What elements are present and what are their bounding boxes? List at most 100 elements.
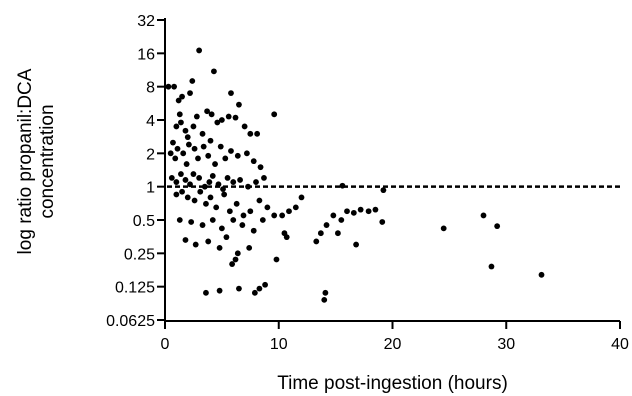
- y-tick-label: 2: [146, 146, 155, 163]
- data-point: [237, 177, 243, 183]
- data-point: [254, 130, 261, 137]
- data-point: [183, 161, 190, 167]
- data-point: [217, 143, 224, 150]
- data-point: [172, 155, 179, 162]
- data-point: [209, 173, 216, 179]
- data-point: [245, 183, 251, 190]
- data-point: [190, 123, 197, 130]
- y-tick-label: 0.125: [115, 280, 155, 297]
- data-point: [256, 285, 263, 292]
- x-tick-label: 0: [161, 336, 170, 353]
- data-point: [170, 139, 176, 146]
- data-point: [167, 150, 174, 157]
- data-point: [206, 179, 213, 185]
- data-point: [165, 83, 172, 90]
- data-point: [228, 90, 234, 96]
- data-point: [209, 217, 216, 223]
- data-point: [211, 68, 217, 75]
- data-point: [179, 188, 185, 195]
- data-point: [488, 263, 495, 270]
- data-point: [182, 237, 189, 243]
- data-point: [264, 204, 271, 211]
- data-point: [234, 250, 241, 257]
- data-point: [286, 208, 292, 215]
- data-point: [256, 197, 263, 204]
- data-point: [197, 188, 204, 195]
- data-point: [199, 130, 206, 137]
- data-point: [193, 113, 200, 120]
- data-point: [187, 181, 193, 188]
- data-point: [184, 194, 191, 201]
- data-point: [257, 164, 264, 171]
- data-point: [365, 208, 372, 215]
- data-point: [538, 271, 545, 278]
- data-point: [262, 281, 268, 288]
- x-tick-label: 10: [270, 336, 288, 353]
- data-point: [372, 206, 379, 213]
- data-point: [247, 208, 254, 215]
- y-tick-label: 1: [146, 180, 155, 197]
- data-point: [214, 119, 221, 126]
- data-point: [173, 191, 180, 198]
- data-point: [350, 209, 357, 216]
- data-point: [251, 289, 258, 296]
- data-point: [216, 244, 223, 251]
- data-point: [213, 204, 220, 211]
- data-point: [229, 261, 236, 267]
- data-point: [218, 117, 225, 123]
- data-point: [173, 179, 180, 185]
- data-point: [178, 119, 184, 126]
- data-point: [218, 225, 225, 232]
- data-point: [207, 194, 214, 201]
- data-point: [259, 217, 266, 223]
- data-point: [187, 90, 193, 96]
- data-point: [191, 145, 198, 152]
- data-point: [178, 171, 184, 177]
- data-point: [357, 206, 364, 213]
- data-point: [195, 155, 201, 162]
- data-point: [281, 230, 288, 237]
- data-point: [379, 219, 386, 225]
- data-point: [338, 217, 345, 223]
- data-point: [189, 78, 196, 84]
- data-point: [380, 187, 387, 194]
- data-point: [230, 179, 237, 185]
- data-point: [230, 217, 237, 223]
- y-tick-label: 16: [137, 46, 155, 63]
- data-point: [246, 244, 253, 251]
- data-point: [226, 208, 233, 215]
- data-point: [494, 223, 501, 230]
- data-point: [174, 145, 181, 152]
- data-point: [176, 111, 183, 118]
- data-point: [196, 47, 203, 54]
- data-point: [353, 241, 359, 248]
- data-point: [182, 177, 189, 183]
- data-point: [236, 285, 242, 292]
- data-point: [279, 212, 286, 219]
- data-point: [253, 179, 259, 185]
- y-tick-label: 8: [146, 80, 155, 97]
- y-axis-title-line-1: log ratio propanil:DCA: [15, 68, 36, 254]
- data-point: [250, 227, 257, 234]
- data-point: [191, 197, 198, 204]
- y-axis-title-line-2: concentration: [37, 104, 58, 218]
- data-point: [480, 212, 487, 219]
- data-point: [271, 111, 278, 118]
- y-tick-label: 0.25: [124, 246, 155, 263]
- data-point: [173, 123, 180, 130]
- data-point: [228, 148, 234, 154]
- data-point: [175, 97, 182, 104]
- data-point: [225, 113, 232, 120]
- data-point: [184, 134, 191, 141]
- data-point: [233, 200, 240, 207]
- data-point: [196, 174, 203, 181]
- data-point: [330, 212, 337, 219]
- data-point: [339, 182, 346, 189]
- y-tick-label: 32: [137, 13, 155, 30]
- x-ticks-layer: 0 10 20 30 40: [161, 321, 629, 353]
- data-point: [200, 143, 207, 150]
- data-point: [223, 234, 230, 241]
- data-point: [176, 217, 183, 223]
- data-point: [234, 152, 241, 159]
- data-point: [192, 241, 199, 248]
